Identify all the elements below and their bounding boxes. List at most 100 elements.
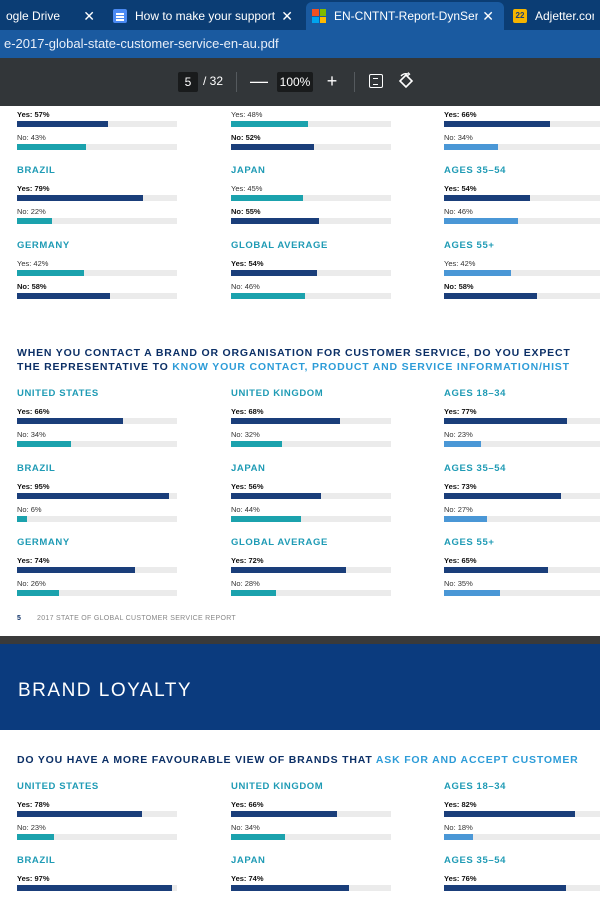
bar-label: Yes: 42% [17,259,49,268]
group-title-japan: JAPAN [231,463,266,474]
bar-label: No: 46% [444,207,473,216]
bar-track [444,121,600,127]
bar-fill [17,195,144,201]
bar-fill [444,834,473,840]
bar-fill [444,293,537,299]
bar-track [231,885,391,891]
group-title-germany: GERMANY [17,537,70,548]
tab-support-doc[interactable]: How to make your support effici ✕ [107,2,303,30]
page-gap [0,636,600,644]
bar-track [17,567,177,573]
bar-label: No: 35% [444,579,473,588]
bar-label: No: 34% [231,823,260,832]
bar-fill [444,270,512,276]
rotate-icon[interactable] [397,72,415,90]
bar-track [231,293,391,299]
bar-fill [17,885,173,891]
bar-label: Yes: 66% [231,800,264,809]
tab-title: Adjetter.com - [535,9,594,23]
bar-fill [444,418,568,424]
tab-close-icon[interactable]: ✕ [281,7,293,24]
bar-track [17,834,177,840]
question-line-2: THE REPRESENTATIVE TO KNOW YOUR CONTACT,… [17,360,571,374]
bar-fill [444,590,500,596]
bar-fill [231,270,318,276]
bar-track [231,811,391,817]
bar-fill [444,493,561,499]
group-title-germany: GERMANY [17,240,70,251]
bar-fill [231,293,305,299]
bar-track [17,441,177,447]
tab-strip: ogle Drive ✕ How to make your support ef… [0,0,600,30]
bar-label: Yes: 65% [444,556,477,565]
tab-report-pdf[interactable]: EN-CNTNT-Report-DynService-2 ✕ [306,2,504,30]
bar-fill [444,121,550,127]
bar-fill [444,144,499,150]
bar-label: No: 23% [17,823,46,832]
bar-fill [17,270,85,276]
group-title-united-states: UNITED STATES [17,388,99,399]
bar-label: No: 43% [17,133,46,142]
tab-google-drive[interactable]: ogle Drive ✕ [0,2,105,30]
group-title-ages-55: AGES 55+ [444,240,495,251]
bar-track [444,441,600,447]
bar-track [444,493,600,499]
zoom-in-button[interactable]: + [326,71,338,91]
bar-label: No: 6% [17,505,42,514]
bar-fill [231,516,302,522]
group-title-global-average: GLOBAL AVERAGE [231,537,328,548]
bar-fill [444,218,518,224]
tab-title: EN-CNTNT-Report-DynService-2 [334,9,479,23]
group-title-japan: JAPAN [231,855,266,866]
bar-track [231,493,391,499]
bar-label: No: 58% [17,282,47,291]
bar-track [231,270,391,276]
tab-adjetter[interactable]: 22 Adjetter.com - [507,2,600,30]
zoom-level-input[interactable]: 100% [277,72,313,92]
bar-track [444,834,600,840]
bar-track [231,590,391,596]
page-footer-number: 5 [17,615,21,622]
bar-track [444,811,600,817]
bar-fill [17,121,109,127]
bar-track [17,516,177,522]
bar-label: No: 32% [231,430,260,439]
tab-close-icon[interactable]: ✕ [83,7,95,24]
bar-fill [231,885,350,891]
group-title-ages-35-54: AGES 35–54 [444,855,506,866]
bar-fill [231,567,347,573]
toolbar-divider [354,72,355,92]
bar-track [231,418,391,424]
bar-label: Yes: 73% [444,482,477,491]
bar-label: Yes: 95% [17,482,50,491]
bar-label: Yes: 45% [231,184,263,193]
bar-track [231,441,391,447]
bar-track [444,516,600,522]
bar-fill [17,516,27,522]
bar-fill [231,834,286,840]
calendar-icon: 22 [513,9,527,23]
bar-label: Yes: 78% [17,800,50,809]
bar-label: No: 22% [17,207,46,216]
bar-track [231,121,391,127]
bar-fill [444,195,531,201]
bar-track [17,885,177,891]
page-number-input[interactable]: 5 [178,72,198,92]
group-title-ages-55: AGES 55+ [444,537,495,548]
bar-label: Yes: 74% [17,556,50,565]
fit-to-page-icon[interactable] [369,74,383,88]
section-banner: BRAND LOYALTY [0,644,600,730]
bar-track [231,516,391,522]
bar-fill [231,811,337,817]
toolbar-divider [236,72,237,92]
url-text[interactable]: e-2017-global-state-customer-service-en-… [4,36,279,51]
tab-close-icon[interactable]: ✕ [482,7,494,24]
bar-track [17,218,177,224]
address-bar[interactable]: e-2017-global-state-customer-service-en-… [0,30,600,58]
zoom-out-button[interactable]: — [250,71,268,91]
question-text: THE REPRESENTATIVE TO [17,361,173,373]
bar-label: Yes: 76% [444,874,477,883]
group-title-ages-35-54: AGES 35–54 [444,165,506,176]
bar-fill [17,590,59,596]
bar-label: No: 44% [231,505,260,514]
